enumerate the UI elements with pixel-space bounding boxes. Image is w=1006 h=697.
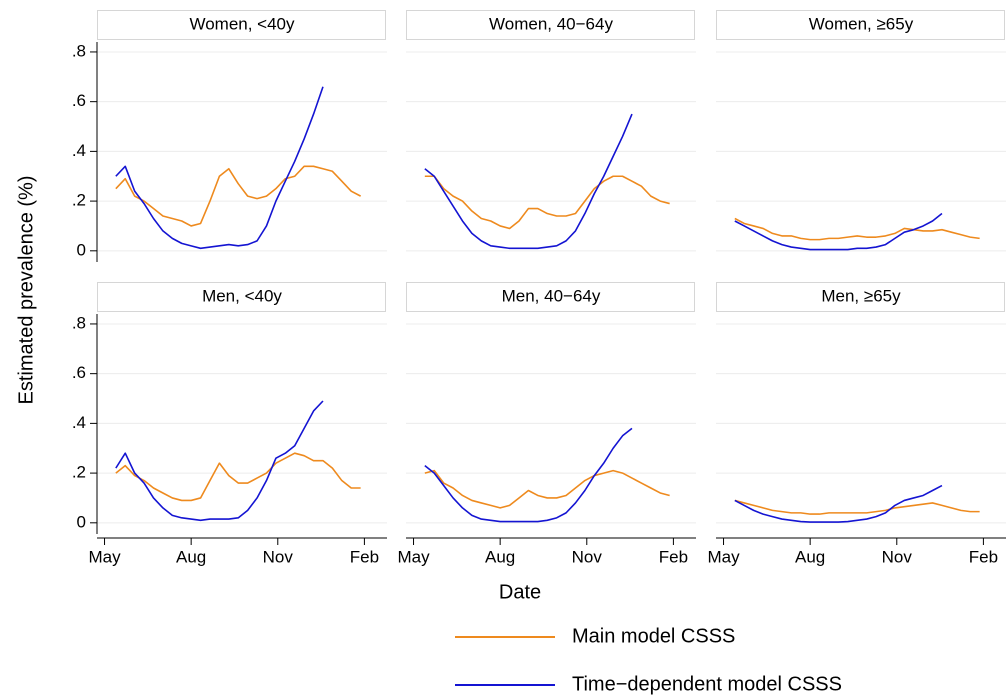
y-tick-label: .8	[72, 313, 86, 332]
legend-label: Time−dependent model CSSS	[572, 673, 842, 695]
x-tick-label: Nov	[263, 547, 294, 566]
x-tick-label: May	[397, 547, 430, 566]
series-line	[115, 86, 324, 250]
panel-title: Women, ≥65y	[809, 14, 914, 33]
panel-title-box	[97, 282, 386, 312]
y-tick-label: 0	[77, 240, 86, 259]
x-tick-label: Nov	[882, 547, 913, 566]
panel-title: Men, ≥65y	[821, 286, 901, 305]
series-line	[734, 217, 980, 241]
panel-title: Women, 40−64y	[489, 14, 613, 33]
x-tick-label: Feb	[659, 547, 688, 566]
series-line	[115, 165, 362, 227]
x-tick-label: Nov	[572, 547, 603, 566]
panel-title-box	[716, 10, 1005, 40]
series-line	[115, 400, 324, 522]
x-axis-label: Date	[499, 581, 541, 603]
x-tick-label: Feb	[350, 547, 379, 566]
series-line	[424, 427, 633, 523]
y-axis-label: Estimated prevalence (%)	[15, 176, 37, 405]
y-tick-label: .2	[72, 463, 86, 482]
panel-title-box	[716, 282, 1005, 312]
y-tick-label: 0	[77, 512, 86, 531]
y-tick-label: .6	[72, 363, 86, 382]
panel-title: Men, 40−64y	[502, 286, 601, 305]
panel-title-box	[97, 10, 386, 40]
y-tick-label: .6	[72, 91, 86, 110]
y-tick-label: .8	[72, 41, 86, 60]
legend-label: Main model CSSS	[572, 625, 735, 647]
series-line	[424, 175, 670, 230]
y-tick-label: .4	[72, 413, 86, 432]
panel-title-box	[406, 10, 695, 40]
x-tick-label: May	[88, 547, 121, 566]
panel-title-box	[406, 282, 695, 312]
x-tick-label: May	[707, 547, 740, 566]
panel-title: Women, <40y	[189, 14, 295, 33]
series-line	[115, 452, 361, 502]
series-line	[734, 499, 980, 515]
y-tick-label: .4	[72, 141, 86, 160]
series-line	[734, 212, 943, 251]
x-tick-label: Aug	[176, 547, 206, 566]
series-line	[424, 113, 633, 250]
panel-title: Men, <40y	[202, 286, 282, 305]
x-tick-label: Aug	[485, 547, 515, 566]
x-tick-label: Feb	[969, 547, 998, 566]
x-tick-label: Aug	[795, 547, 825, 566]
series-line	[424, 469, 670, 509]
y-tick-label: .2	[72, 191, 86, 210]
series-line	[734, 484, 943, 523]
